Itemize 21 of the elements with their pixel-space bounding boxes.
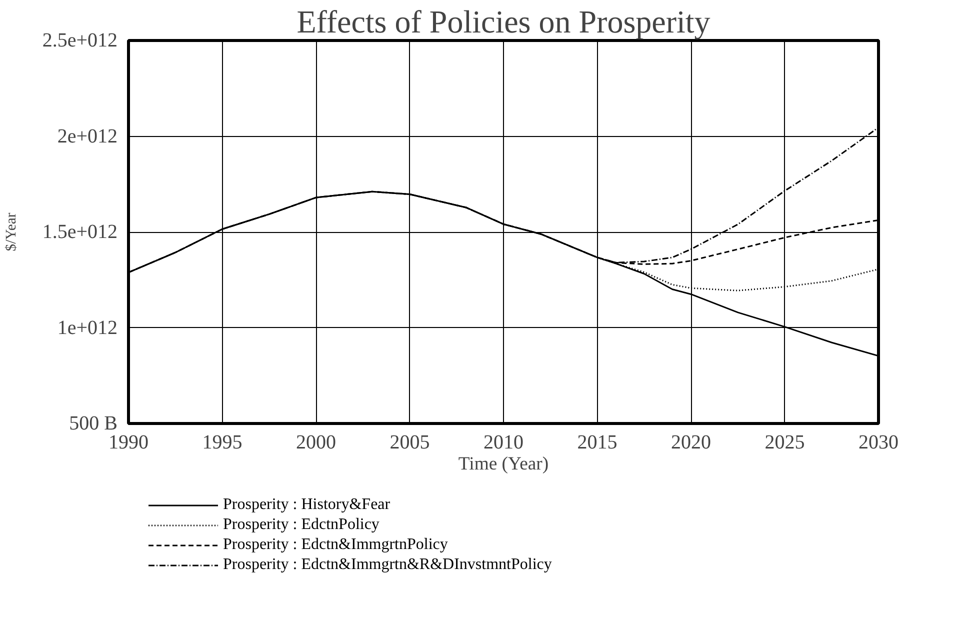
x-tick-label: 2000	[296, 432, 336, 454]
x-tick-label: 2020	[671, 432, 711, 454]
x-tick-label: 2025	[764, 432, 805, 454]
y-tick-label: 2.5e+012	[42, 30, 118, 52]
y-tick-label: 1e+012	[57, 316, 118, 339]
y-tick-label: 1.5e+012	[42, 221, 118, 243]
y-axis-title: $/Year	[3, 212, 20, 252]
x-axis-title: Time (Year)	[458, 454, 549, 474]
legend-label: Prosperity : EdctnPolicy	[223, 515, 380, 535]
chart-title: Effects of Policies on Prosperity	[296, 4, 710, 40]
x-tick-label: 2030	[858, 432, 898, 454]
legend-label: Prosperity : History&Fear	[223, 495, 390, 515]
x-tick-label: 1990	[108, 432, 148, 454]
y-tick-label: 500 B	[69, 412, 118, 434]
legend-label: Prosperity : Edctn&Immgrtn&R&DInvstmntPolicy	[223, 555, 552, 575]
x-tick-label: 2015	[577, 432, 618, 454]
legend-label: Prosperity : Edctn&ImmgrtnPolicy	[223, 535, 448, 555]
y-tick-label: 2e+012	[57, 125, 118, 148]
x-tick-label: 2010	[484, 432, 524, 454]
x-tick-label: 1995	[202, 432, 242, 454]
x-tick-label: 2005	[390, 432, 430, 454]
